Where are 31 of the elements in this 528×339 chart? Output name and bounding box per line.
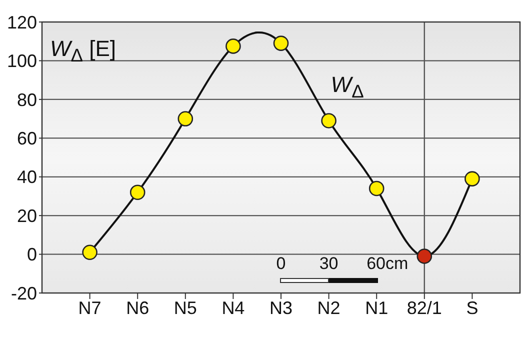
y-tick-label: 40 [16, 167, 37, 188]
x-tick-label: N6 [126, 298, 150, 318]
point [82, 244, 98, 260]
x-tick-label: S [466, 298, 478, 318]
y-tick-label: 20 [16, 206, 37, 226]
x-tick-label: N5 [174, 298, 197, 318]
y-tick-label: 60 [16, 128, 37, 149]
y-tick-label: 0 [26, 244, 37, 265]
x-tick-label: 82/1 [406, 298, 442, 318]
annotation: 60cm [366, 254, 408, 274]
y-tick-label: 120 [6, 12, 37, 32]
x-tick-label: N4 [222, 298, 245, 318]
series-label: W$_{Δ}$ [330, 72, 364, 102]
x-tick-label: N2 [317, 298, 340, 318]
annotation: 30 [319, 254, 338, 274]
annotation: 0 [276, 254, 286, 274]
x-tick-label: N1 [365, 298, 388, 318]
point [178, 111, 194, 126]
point [321, 113, 336, 128]
point [416, 248, 432, 264]
y-tick-label: -20 [10, 283, 37, 304]
y-tick-label: 100 [6, 51, 37, 72]
point [368, 180, 384, 196]
point [464, 171, 480, 186]
point [226, 38, 241, 54]
point [130, 184, 146, 200]
y-axis-title: W$_{Δ}$ [E] [50, 36, 116, 66]
x-tick-label: N3 [269, 298, 293, 318]
x-tick-label: N7 [78, 298, 102, 318]
y-tick-label: 80 [16, 90, 37, 110]
point [273, 36, 289, 51]
